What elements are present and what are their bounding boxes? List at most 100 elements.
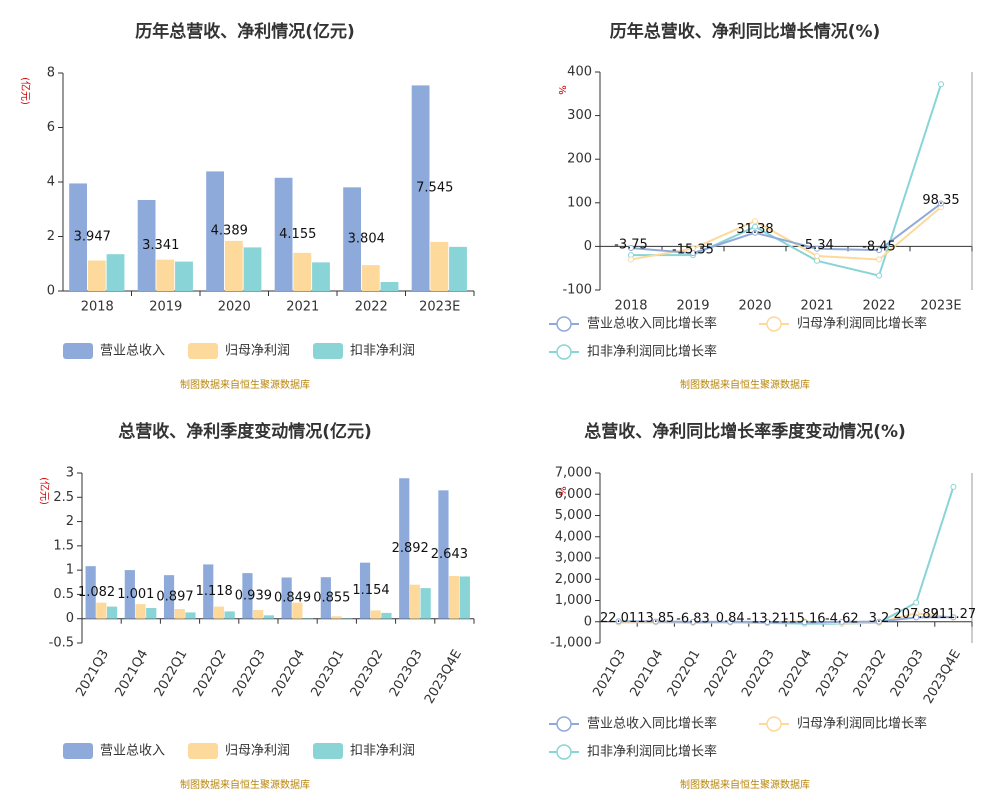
bar xyxy=(203,564,214,619)
y-tick-label: 4,000 xyxy=(555,529,592,544)
point xyxy=(950,614,957,621)
line xyxy=(631,83,942,277)
y-tick-label: 2 xyxy=(47,229,55,244)
bar xyxy=(361,265,380,291)
bar xyxy=(106,254,125,291)
x-tick-label: 2018 xyxy=(81,300,114,315)
legend-label: 营业总收入同比增长率 xyxy=(587,316,717,332)
y-tick-label: 1,000 xyxy=(555,593,592,608)
y-tick-label: 0 xyxy=(47,284,55,299)
y-tick-label: 0 xyxy=(584,614,592,629)
bar xyxy=(449,246,467,291)
bar xyxy=(331,616,342,619)
point xyxy=(764,619,771,626)
bar xyxy=(224,240,243,291)
x-tick-label: 2023E xyxy=(920,299,961,314)
bar xyxy=(292,602,303,619)
y-axis-label: (亿元) xyxy=(19,77,32,105)
value-label: 4.155 xyxy=(279,227,316,242)
x-tick-label: 2022Q3 xyxy=(230,647,269,699)
point xyxy=(652,618,659,625)
bar xyxy=(175,261,193,291)
value-label: 0.84 xyxy=(716,611,745,626)
point xyxy=(690,618,696,625)
source-note: 制图数据来自恒生聚源数据库 xyxy=(180,778,310,791)
value-label: -8.45 xyxy=(862,240,896,255)
legend-label: 扣非净利润 xyxy=(350,344,415,359)
value-label: 3.341 xyxy=(142,238,179,253)
x-tick-label: 2021 xyxy=(800,299,833,314)
value-label: 31.38 xyxy=(736,222,773,237)
bar xyxy=(106,606,118,619)
legend-label: 营业总收入 xyxy=(100,344,165,359)
y-tick-label: 7,000 xyxy=(555,466,592,481)
point xyxy=(876,256,882,263)
y-tick-label: 100 xyxy=(567,195,592,210)
bar xyxy=(263,615,274,619)
bar xyxy=(137,199,156,291)
bar xyxy=(281,577,292,619)
value-label: 13.85 xyxy=(637,611,674,626)
x-tick-label: 2023Q1 xyxy=(309,647,348,699)
bar xyxy=(174,609,185,619)
point xyxy=(628,256,634,263)
point xyxy=(876,272,882,279)
y-axis-label: % xyxy=(556,85,567,95)
point xyxy=(938,200,944,207)
x-tick-label: 2022Q1 xyxy=(152,647,191,699)
bar xyxy=(213,606,225,619)
bar xyxy=(135,604,146,619)
value-label: -6.83 xyxy=(676,611,710,626)
bar xyxy=(381,612,392,619)
bar xyxy=(293,252,312,291)
point xyxy=(615,618,622,625)
value-label: 0.939 xyxy=(235,588,272,603)
value-label: 1.082 xyxy=(78,585,115,600)
x-tick-label: 2022Q4 xyxy=(269,647,308,699)
legend-marker xyxy=(556,344,572,360)
bar xyxy=(420,588,431,619)
bar xyxy=(163,575,175,619)
value-label: -15.16 xyxy=(784,612,826,627)
bar xyxy=(320,577,331,619)
point xyxy=(801,619,808,626)
legend-swatch xyxy=(188,743,218,759)
value-label: 207.89 xyxy=(893,607,939,622)
legend-swatch xyxy=(313,743,343,759)
y-tick-label: 1.5 xyxy=(53,538,74,553)
value-label: -15.35 xyxy=(672,243,714,258)
value-label: -4.62 xyxy=(825,611,859,626)
y-tick-label: 6 xyxy=(47,120,55,135)
bar xyxy=(343,187,362,291)
y-axis-label: % xyxy=(556,486,567,496)
y-axis-label: (亿元) xyxy=(38,477,51,505)
x-tick-label: 2022Q4 xyxy=(776,647,815,699)
point xyxy=(950,483,957,490)
x-tick-label: 2023E xyxy=(419,300,460,315)
bar xyxy=(156,259,175,291)
value-label: 1.118 xyxy=(196,584,233,599)
y-tick-label: 8 xyxy=(47,66,55,81)
line xyxy=(630,206,942,261)
value-label: 98.35 xyxy=(922,193,959,208)
chart-title: 总营收、净利季度变动情况(亿元) xyxy=(118,421,372,442)
value-label: 0.897 xyxy=(156,589,193,604)
y-tick-label: -100 xyxy=(562,283,592,298)
point xyxy=(752,218,758,225)
legend-swatch xyxy=(188,343,218,359)
y-tick-label: 4 xyxy=(47,175,55,190)
point xyxy=(913,599,920,606)
source-note: 制图数据来自恒生聚源数据库 xyxy=(180,378,310,391)
value-label: 1.154 xyxy=(352,583,389,598)
legend-swatch xyxy=(313,343,343,359)
legend-label: 归母净利润 xyxy=(225,744,290,759)
y-tick-label: 0.5 xyxy=(53,587,74,602)
bar xyxy=(185,612,196,619)
point xyxy=(913,614,920,621)
bar xyxy=(146,608,157,619)
x-tick-label: 2022Q2 xyxy=(702,647,741,699)
bar xyxy=(409,584,421,619)
x-tick-label: 2020 xyxy=(738,299,771,314)
y-tick-label: 400 xyxy=(567,65,592,80)
